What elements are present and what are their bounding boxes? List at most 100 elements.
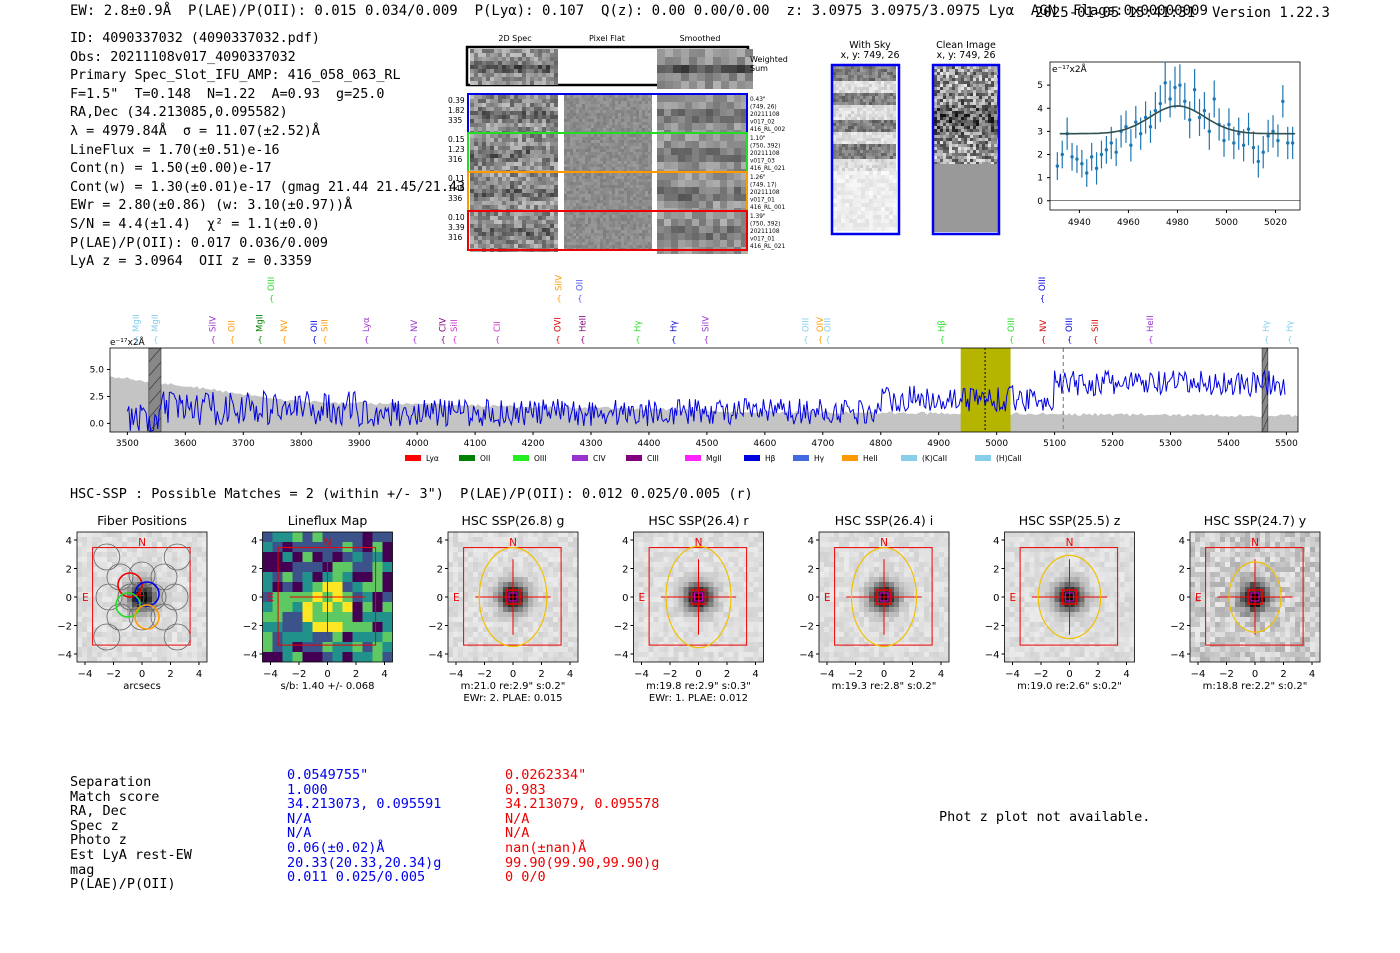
fiber-meta: (749, 17) (750, 183, 777, 189)
pixel (869, 90, 872, 93)
pixel (494, 69, 498, 73)
pixel (506, 162, 510, 166)
pixel (976, 162, 979, 165)
pixel (973, 69, 976, 72)
pixel (542, 181, 546, 185)
pixel (961, 126, 964, 129)
pixel (570, 191, 573, 194)
pixel (585, 179, 588, 182)
pixel (967, 120, 970, 123)
pixel (979, 117, 982, 120)
pixel (741, 102, 748, 109)
pixel (642, 200, 645, 203)
pixel (734, 102, 741, 109)
pixel (943, 126, 946, 129)
pixel (486, 150, 490, 154)
pixel (979, 105, 982, 108)
pixel (630, 122, 633, 125)
pixel (991, 159, 994, 162)
pixel (542, 73, 546, 77)
pixel (627, 182, 630, 185)
pixel (848, 87, 851, 90)
pixel (642, 137, 645, 140)
pixel (857, 144, 860, 147)
pixel (514, 146, 518, 150)
pixel (542, 197, 546, 201)
pixel (490, 69, 494, 73)
pixel (964, 72, 967, 75)
pixel (570, 98, 573, 101)
pixel (502, 193, 506, 197)
pixel (848, 90, 851, 93)
pixel (884, 84, 887, 87)
pixel (872, 138, 875, 141)
pixel (498, 154, 502, 158)
pixel (474, 146, 478, 150)
pixel (869, 219, 873, 223)
pixel (570, 161, 573, 164)
pixel (546, 162, 550, 166)
pixel (606, 164, 609, 167)
pixel (579, 113, 582, 116)
pixel (839, 90, 842, 93)
x-tick-label: 5300 (1159, 439, 1182, 449)
pixel (612, 161, 615, 164)
pixel (498, 236, 502, 240)
pixel (597, 128, 600, 131)
pixel (976, 99, 979, 102)
pixel (893, 72, 896, 75)
pixel (878, 93, 881, 96)
pixel (727, 109, 734, 116)
pixel (982, 120, 985, 123)
pixel (506, 224, 510, 228)
pixel (526, 205, 530, 209)
data-point (1197, 115, 1202, 120)
pixel (624, 242, 627, 245)
pixel (526, 123, 530, 127)
pixel (869, 215, 873, 219)
pixel (976, 159, 979, 162)
pixel (645, 194, 648, 197)
pixel (860, 75, 863, 78)
pixel (934, 120, 937, 123)
pixel (854, 150, 857, 153)
pixel (985, 78, 988, 81)
pixel (478, 65, 482, 69)
pixel (494, 162, 498, 166)
data-point (1075, 157, 1079, 161)
pixel (727, 95, 734, 102)
pixel (639, 137, 642, 140)
pixel (579, 119, 582, 122)
pixel (514, 193, 518, 197)
pixel (603, 179, 606, 182)
pixel (502, 115, 506, 119)
pixel (526, 177, 530, 181)
pixel (609, 218, 612, 221)
pixel (848, 105, 851, 108)
pixel (872, 114, 875, 117)
pixel (893, 78, 896, 81)
pixel (615, 242, 618, 245)
pixel (597, 161, 600, 164)
pixel (949, 87, 952, 90)
pixel (952, 108, 955, 111)
pixel (482, 146, 486, 150)
pixel (603, 182, 606, 185)
pixel (554, 57, 558, 61)
pixel (884, 126, 887, 129)
pixel (621, 125, 624, 128)
pixel (633, 152, 636, 155)
pixel (600, 149, 603, 152)
pixel (872, 168, 875, 171)
pixel (630, 104, 633, 107)
pixel (875, 102, 878, 105)
pixel (554, 185, 558, 189)
pixel (470, 216, 474, 220)
pixel (530, 197, 534, 201)
pixel (526, 197, 530, 201)
pixel (642, 146, 645, 149)
fiber-meta: (750, 392) (750, 144, 780, 150)
pixel (482, 103, 486, 107)
pixel (474, 95, 478, 99)
pixel (576, 134, 579, 137)
